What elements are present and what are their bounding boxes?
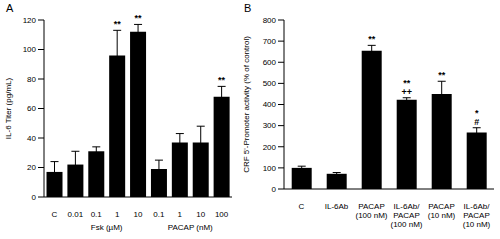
svg-text:10: 10 (134, 210, 143, 219)
svg-text:60: 60 (27, 104, 36, 113)
svg-text:1: 1 (115, 210, 120, 219)
svg-text:PACAP(10 nM): PACAP(10 nM) (428, 202, 456, 220)
html-text:B: B (244, 2, 252, 14)
svg-text:700: 700 (263, 37, 277, 46)
svg-text:**: ** (438, 70, 446, 80)
svg-text:IL-6 Titer (pg/mL): IL-6 Titer (pg/mL) (8, 77, 13, 139)
svg-text:120: 120 (23, 16, 37, 25)
svg-text:Fsk (µM): Fsk (µM) (91, 223, 123, 232)
svg-text:**: ** (218, 75, 226, 85)
svg-text:**: ** (114, 19, 122, 29)
svg-text:C: C (299, 202, 305, 211)
svg-text:**++: **++ (401, 78, 412, 97)
svg-text:0.1: 0.1 (91, 210, 103, 219)
svg-text:IL-6Ab/PACAP(100 nM): IL-6Ab/PACAP(100 nM) (390, 202, 422, 229)
svg-text:CRF 5'-Promoter activity (% of: CRF 5'-Promoter activity (% of control) (242, 36, 251, 173)
svg-text:C: C (52, 210, 58, 219)
svg-text:0: 0 (272, 185, 277, 194)
svg-text:800: 800 (263, 16, 277, 25)
svg-text:100: 100 (215, 210, 229, 219)
svg-text:40: 40 (27, 134, 36, 143)
svg-text:100: 100 (23, 45, 37, 54)
svg-text:IL-6Ab: IL-6Ab (325, 202, 349, 211)
svg-text:1: 1 (178, 210, 183, 219)
svg-text:500: 500 (263, 79, 277, 88)
svg-text:10: 10 (196, 210, 205, 219)
svg-text:0.01: 0.01 (68, 210, 84, 219)
svg-text:200: 200 (263, 143, 277, 152)
html-text:A: A (6, 2, 14, 14)
svg-text:**: ** (135, 13, 143, 23)
svg-text:600: 600 (263, 58, 277, 67)
svg-text:0.1: 0.1 (153, 210, 165, 219)
svg-text:100: 100 (263, 164, 277, 173)
svg-text:*#: *# (474, 108, 479, 127)
svg-text:PACAP(100 nM): PACAP(100 nM) (355, 202, 387, 220)
svg-text:IL-6Ab/PACAP(10 nM): IL-6Ab/PACAP(10 nM) (463, 202, 491, 229)
svg-text:80: 80 (27, 75, 36, 84)
svg-text:**: ** (368, 34, 376, 44)
svg-text:400: 400 (263, 100, 277, 109)
svg-text:20: 20 (27, 163, 36, 172)
svg-text:300: 300 (263, 121, 277, 130)
svg-text:0: 0 (32, 193, 37, 202)
svg-text:PACAP (nM): PACAP (nM) (168, 223, 213, 232)
